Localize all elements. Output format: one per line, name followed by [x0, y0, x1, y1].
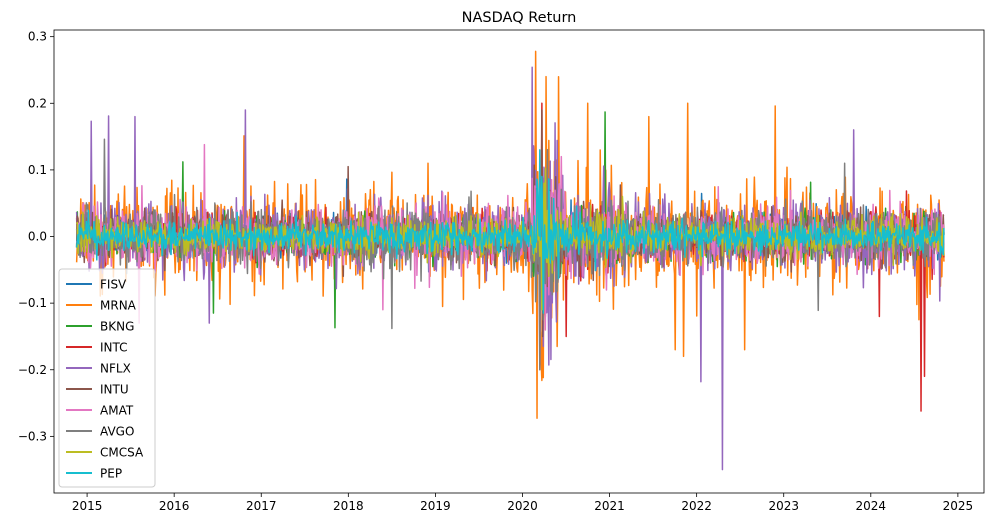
legend-box [58, 268, 156, 488]
y-tick-label: −0.1 [18, 296, 47, 310]
legend: FISV MRNA BKNG INTC NFLX INTU AMAT AVGO CMCSA PEP [58, 268, 156, 488]
plot-frame [53, 29, 985, 494]
legend-label: BKNG [100, 320, 134, 334]
legend-label: INTC [100, 341, 128, 355]
y-tick-label: 0.1 [28, 163, 47, 177]
x-tick-label: 2017 [246, 499, 277, 513]
y-tick-label: 0.2 [28, 96, 47, 110]
chart-title: NASDAQ Return [462, 10, 577, 26]
y-axis: −0.3 −0.2 −0.1 0.0 0.1 0.2 0.3 [18, 30, 54, 443]
plot-lines [75, 50, 945, 471]
legend-label: CMCSA [100, 446, 144, 460]
x-tick-label: 2025 [943, 499, 974, 513]
x-tick-label: 2016 [159, 499, 190, 513]
x-tick-label: 2023 [768, 499, 799, 513]
legend-label: AVGO [100, 425, 134, 439]
x-tick-label: 2022 [681, 499, 712, 513]
legend-label: FISV [100, 278, 127, 292]
legend-label: PEP [100, 467, 122, 481]
legend-label: MRNA [100, 299, 137, 313]
legend-label: NFLX [100, 362, 131, 376]
y-tick-label: −0.3 [18, 429, 47, 443]
y-tick-label: −0.2 [18, 363, 47, 377]
legend-label: AMAT [100, 404, 134, 418]
x-tick-label: 2015 [72, 499, 103, 513]
y-tick-label: 0.0 [28, 230, 47, 244]
legend-label: INTU [100, 383, 129, 397]
x-axis: 2015 2016 2017 2018 2019 2020 2021 2022 2023 2024… [72, 493, 973, 513]
x-tick-label: 2021 [594, 499, 625, 513]
x-tick-label: 2020 [507, 499, 538, 513]
x-tick-label: 2024 [856, 499, 887, 513]
y-tick-label: 0.3 [28, 30, 47, 44]
x-tick-label: 2018 [333, 499, 364, 513]
series-line-pep [75, 149, 945, 314]
x-tick-label: 2019 [420, 499, 451, 513]
